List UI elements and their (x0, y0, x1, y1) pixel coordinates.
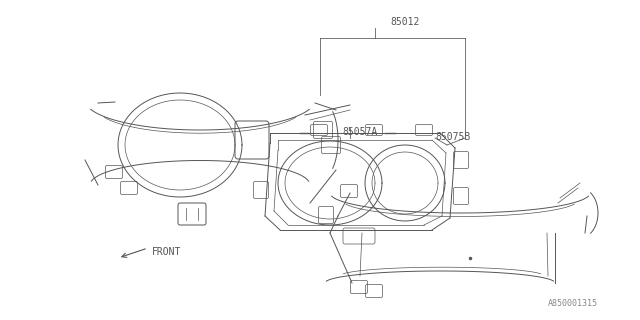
Text: A850001315: A850001315 (548, 299, 598, 308)
Text: 85012: 85012 (390, 17, 419, 27)
Text: 85057A: 85057A (342, 127, 377, 137)
Text: 85075B: 85075B (435, 132, 470, 142)
Text: FRONT: FRONT (152, 247, 181, 257)
